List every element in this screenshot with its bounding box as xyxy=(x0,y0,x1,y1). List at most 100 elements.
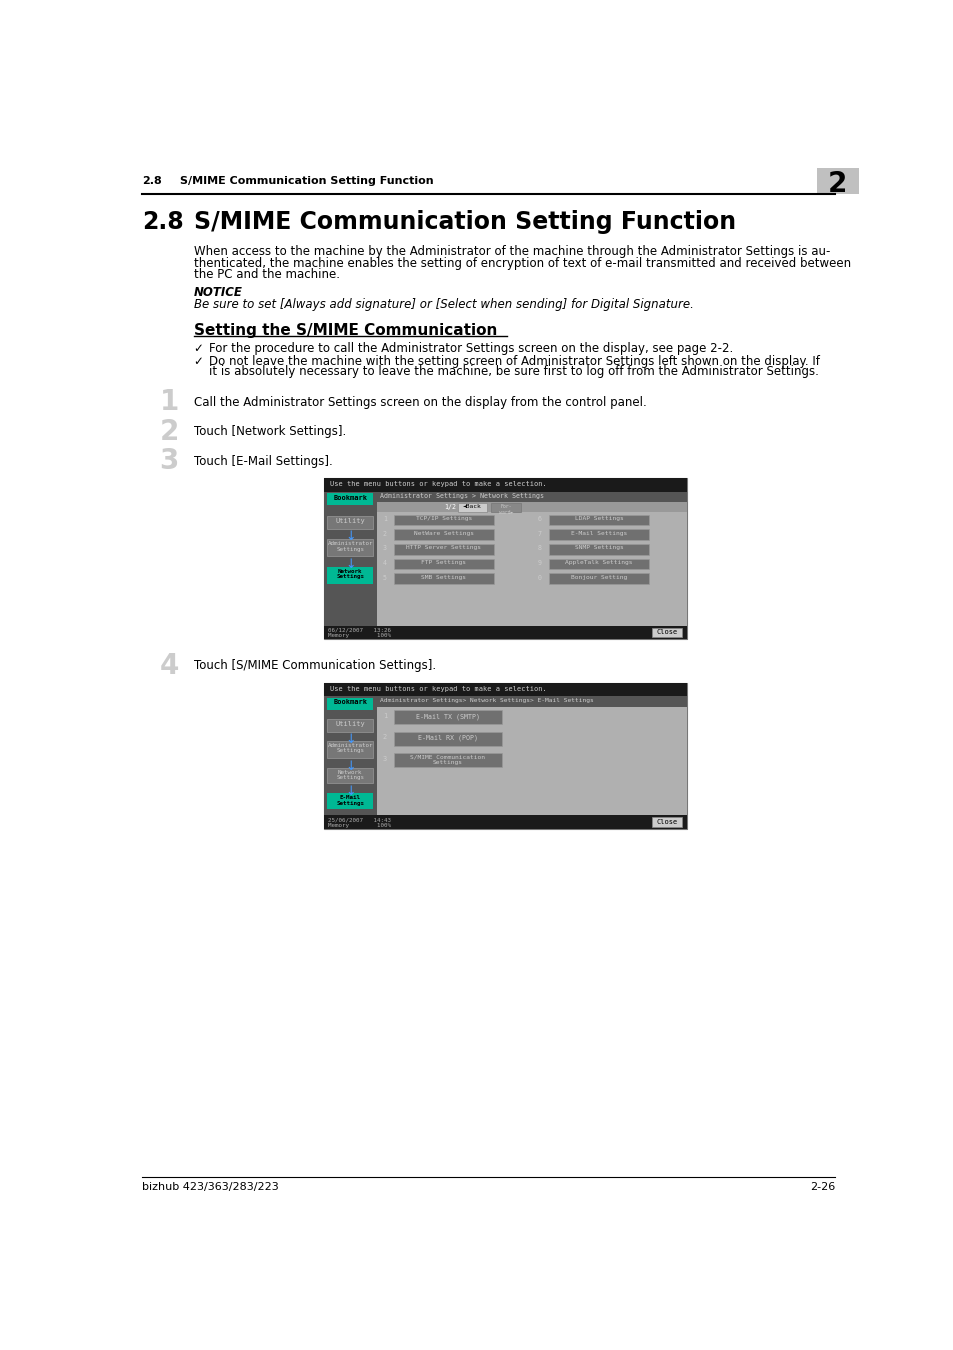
Text: 1: 1 xyxy=(382,713,387,718)
Text: 4: 4 xyxy=(382,560,386,566)
Text: Settings: Settings xyxy=(433,760,462,765)
Text: Utility: Utility xyxy=(335,721,365,728)
Bar xyxy=(652,817,681,826)
Text: 3: 3 xyxy=(382,545,386,551)
Text: 2: 2 xyxy=(382,531,386,537)
Text: For-
ward►: For- ward► xyxy=(498,504,513,514)
Text: AppleTalk Settings: AppleTalk Settings xyxy=(564,560,632,566)
Bar xyxy=(376,491,686,502)
Bar xyxy=(323,815,686,829)
Text: NOTICE: NOTICE xyxy=(193,286,242,298)
Text: Use the menu buttons or keypad to make a selection.: Use the menu buttons or keypad to make a… xyxy=(330,481,546,487)
Text: 0: 0 xyxy=(537,575,541,580)
Text: ◄Back: ◄Back xyxy=(463,504,481,509)
Text: Administrator Settings> Network Settings> E-Mail Settings: Administrator Settings> Network Settings… xyxy=(379,698,593,703)
Text: ↓: ↓ xyxy=(345,531,355,543)
Text: Touch [S/MIME Communication Settings].: Touch [S/MIME Communication Settings]. xyxy=(193,659,436,672)
Text: Setting the S/MIME Communication: Setting the S/MIME Communication xyxy=(193,323,497,338)
Text: 2: 2 xyxy=(382,734,387,740)
Bar xyxy=(394,753,501,767)
Text: 2-26: 2-26 xyxy=(809,1183,835,1192)
Text: bizhub 423/363/283/223: bizhub 423/363/283/223 xyxy=(142,1183,279,1192)
Text: 3: 3 xyxy=(159,447,179,475)
Bar xyxy=(327,567,373,585)
Bar xyxy=(394,529,494,540)
Bar xyxy=(323,683,686,697)
Bar xyxy=(327,768,373,783)
Text: When access to the machine by the Administrator of the machine through the Admin: When access to the machine by the Admini… xyxy=(193,246,829,258)
Text: SMB Settings: SMB Settings xyxy=(421,575,466,579)
Text: Network
Settings: Network Settings xyxy=(335,769,364,780)
Text: Be sure to set [Always add signature] or [Select when sending] for Digital Signa: Be sure to set [Always add signature] or… xyxy=(193,297,693,310)
Text: ↓: ↓ xyxy=(345,558,355,571)
Text: Utility: Utility xyxy=(335,518,365,524)
Text: 2: 2 xyxy=(159,417,179,446)
Text: 25/06/2007   14:43: 25/06/2007 14:43 xyxy=(328,817,391,822)
Bar xyxy=(327,720,373,732)
Text: S/MIME Communication Setting Function: S/MIME Communication Setting Function xyxy=(193,209,735,234)
Text: S/MIME Communication: S/MIME Communication xyxy=(410,755,485,760)
Bar xyxy=(376,697,686,707)
Bar xyxy=(491,504,520,512)
Bar xyxy=(394,514,494,525)
Text: E-Mail RX (POP): E-Mail RX (POP) xyxy=(417,734,477,741)
Bar xyxy=(548,574,649,585)
Bar xyxy=(376,697,686,815)
Text: 2.8: 2.8 xyxy=(142,176,162,186)
Bar xyxy=(376,502,686,513)
Bar xyxy=(323,697,376,829)
Text: 3: 3 xyxy=(382,756,387,761)
Text: Bookmark: Bookmark xyxy=(333,494,367,501)
Text: FTP Settings: FTP Settings xyxy=(421,560,466,566)
Text: Memory        100%: Memory 100% xyxy=(328,633,391,639)
Text: ↓: ↓ xyxy=(345,784,355,798)
Text: SNMP Settings: SNMP Settings xyxy=(574,545,622,551)
Text: 06/12/2007   13:26: 06/12/2007 13:26 xyxy=(328,628,391,633)
Bar xyxy=(323,625,686,640)
Bar xyxy=(548,529,649,540)
Bar xyxy=(327,794,373,809)
Bar xyxy=(816,169,858,194)
Bar xyxy=(327,516,373,528)
Text: Administrator
Settings: Administrator Settings xyxy=(327,743,373,753)
Text: it is absolutely necessary to leave the machine, be sure first to log off from t: it is absolutely necessary to leave the … xyxy=(209,366,819,378)
Text: For the procedure to call the Administrator Settings screen on the display, see : For the procedure to call the Administra… xyxy=(209,342,733,355)
Text: 9: 9 xyxy=(537,560,541,566)
Text: 7: 7 xyxy=(537,531,541,537)
Text: 2: 2 xyxy=(827,170,846,198)
Text: TCP/IP Settings: TCP/IP Settings xyxy=(416,516,472,521)
Text: ↓: ↓ xyxy=(345,733,355,745)
Text: 8: 8 xyxy=(537,545,541,551)
Bar xyxy=(548,559,649,570)
Text: 1: 1 xyxy=(159,389,178,416)
Text: the PC and the machine.: the PC and the machine. xyxy=(193,269,339,281)
Text: Touch [E-Mail Settings].: Touch [E-Mail Settings]. xyxy=(193,455,332,467)
Bar xyxy=(394,710,501,724)
Bar xyxy=(548,544,649,555)
Bar xyxy=(323,491,376,640)
Text: E-Mail Settings: E-Mail Settings xyxy=(570,531,626,536)
Text: Call the Administrator Settings screen on the display from the control panel.: Call the Administrator Settings screen o… xyxy=(193,396,646,409)
Text: NetWare Settings: NetWare Settings xyxy=(414,531,474,536)
Bar xyxy=(457,504,487,512)
Text: Bonjour Setting: Bonjour Setting xyxy=(570,575,626,579)
Bar xyxy=(652,628,681,637)
Text: thenticated, the machine enables the setting of encryption of text of e-mail tra: thenticated, the machine enables the set… xyxy=(193,256,850,270)
Text: Close: Close xyxy=(656,629,677,636)
Text: E-Mail
Settings: E-Mail Settings xyxy=(335,795,364,806)
Bar xyxy=(327,539,373,556)
Bar xyxy=(548,514,649,525)
Bar xyxy=(376,491,686,625)
Text: Administrator Settings > Network Settings: Administrator Settings > Network Setting… xyxy=(379,493,543,500)
Text: E-Mail TX (SMTP): E-Mail TX (SMTP) xyxy=(416,713,479,720)
Text: 6: 6 xyxy=(537,516,541,522)
Bar xyxy=(323,478,686,491)
Text: Use the menu buttons or keypad to make a selection.: Use the menu buttons or keypad to make a… xyxy=(330,686,546,691)
Text: HTTP Server Settings: HTTP Server Settings xyxy=(406,545,481,551)
Bar xyxy=(323,683,686,829)
Text: 1: 1 xyxy=(382,516,386,522)
Text: Do not leave the machine with the setting screen of Administrator Settings left : Do not leave the machine with the settin… xyxy=(209,355,820,367)
Text: Bookmark: Bookmark xyxy=(333,699,367,706)
Bar xyxy=(394,559,494,570)
Text: 5: 5 xyxy=(382,575,386,580)
